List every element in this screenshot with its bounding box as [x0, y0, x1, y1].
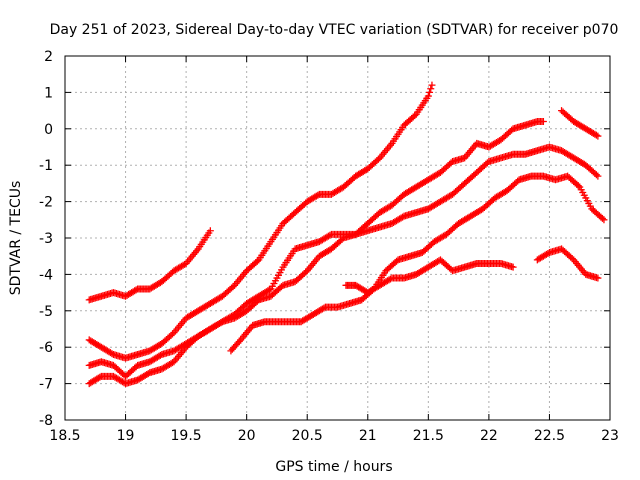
data-point	[592, 131, 600, 139]
data-point	[326, 231, 334, 239]
data-point	[399, 213, 407, 221]
data-point	[108, 350, 116, 358]
x-tick-label: 19.5	[171, 428, 202, 444]
y-tick-label: -2	[39, 195, 53, 211]
x-axis-label: GPS time / hours	[275, 459, 392, 475]
data-point	[411, 112, 419, 120]
data-point	[144, 370, 152, 378]
y-tick-label: -7	[39, 377, 53, 393]
y-tick-label: -8	[39, 413, 53, 429]
data-point	[592, 171, 600, 179]
x-tick-label: 20	[238, 428, 256, 444]
data-point	[229, 283, 237, 291]
series-track-f	[342, 256, 517, 297]
x-tick-label: 22.5	[534, 428, 565, 444]
y-tick-label: -1	[39, 158, 53, 174]
data-point	[568, 254, 576, 262]
data-point	[206, 227, 214, 235]
x-tick-label: 23	[601, 428, 619, 444]
series-track-d	[85, 143, 602, 388]
y-axis-label: SDTVAR / TECUs	[8, 181, 24, 296]
data-point	[265, 286, 273, 294]
data-point	[302, 268, 310, 276]
x-tick-label: 20.5	[292, 428, 323, 444]
series-track-b	[85, 81, 436, 362]
data-point	[320, 304, 328, 312]
data-point	[598, 214, 606, 222]
x-tick-label: 18.5	[49, 428, 80, 444]
y-tick-label: -6	[39, 340, 53, 356]
y-tick-label: 2	[44, 49, 53, 65]
data-point	[509, 263, 517, 271]
data-point	[217, 319, 225, 327]
series-track-a	[85, 227, 214, 304]
data-point	[600, 216, 608, 224]
x-tick-label: 19	[117, 428, 135, 444]
x-tick-label: 21.5	[413, 428, 444, 444]
y-tick-label: -5	[39, 304, 53, 320]
data-point	[594, 274, 602, 282]
data-point	[253, 257, 261, 265]
series-track-c	[85, 118, 547, 380]
series-track-h	[558, 107, 602, 140]
y-tick-label: -3	[39, 231, 53, 247]
data-point	[168, 330, 176, 338]
series-track-g	[533, 245, 602, 282]
axis-ticks: 18.5 19 19.5 20 20.5 21 21.5 22 22.5 23-8-7-6-5-4…	[39, 49, 619, 444]
data-points	[85, 81, 608, 388]
data-point	[132, 286, 140, 294]
data-point	[544, 249, 552, 257]
data-point	[539, 118, 547, 126]
y-tick-label: 0	[44, 122, 53, 138]
data-point	[386, 275, 394, 283]
data-point	[594, 172, 602, 180]
data-point	[374, 155, 382, 163]
y-tick-label: -4	[39, 267, 53, 283]
x-tick-label: 22	[480, 428, 498, 444]
data-point	[574, 182, 582, 190]
data-point	[314, 191, 322, 199]
series-track-e	[227, 172, 608, 355]
data-point	[96, 373, 104, 381]
y-tick-label: 1	[44, 85, 53, 101]
data-point	[156, 351, 164, 359]
data-point	[428, 81, 436, 89]
x-tick-label: 21	[359, 428, 377, 444]
chart-title: Day 251 of 2023, Sidereal Day-to-day VTE…	[50, 22, 619, 38]
data-point	[594, 132, 602, 140]
data-point	[427, 85, 435, 93]
data-point	[424, 92, 432, 100]
data-point	[426, 88, 434, 96]
